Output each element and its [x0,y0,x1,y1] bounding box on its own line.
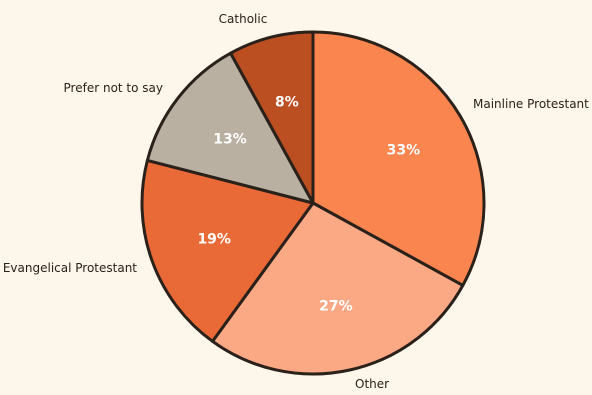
category-label-mainline-protestant: Mainline Protestant [473,97,589,111]
slice-mainline-protestant [311,30,486,287]
percent-label-catholic: 8% [275,94,299,110]
percent-label-prefer-not-to-say: 13% [213,132,247,148]
slice-evangelical-protestant [140,158,315,343]
pie-slices [140,30,486,376]
category-label-prefer-not-to-say: Prefer not to say [64,81,163,95]
slice-prefer-not-to-say [145,51,315,205]
percent-label-evangelical-protestant: 19% [197,232,231,248]
slice-other [210,201,465,376]
category-label-evangelical-protestant: Evangelical Protestant [3,261,137,275]
category-label-catholic: Catholic [219,12,268,26]
percent-labels: 33% 27% 19% 13% 8% [197,94,420,314]
percent-label-other: 27% [319,298,353,314]
slice-catholic [229,30,315,205]
category-labels: Mainline Protestant Other Evangelical Prot… [3,12,589,391]
category-label-other: Other [355,377,389,391]
percent-label-mainline-protestant: 33% [387,143,421,159]
